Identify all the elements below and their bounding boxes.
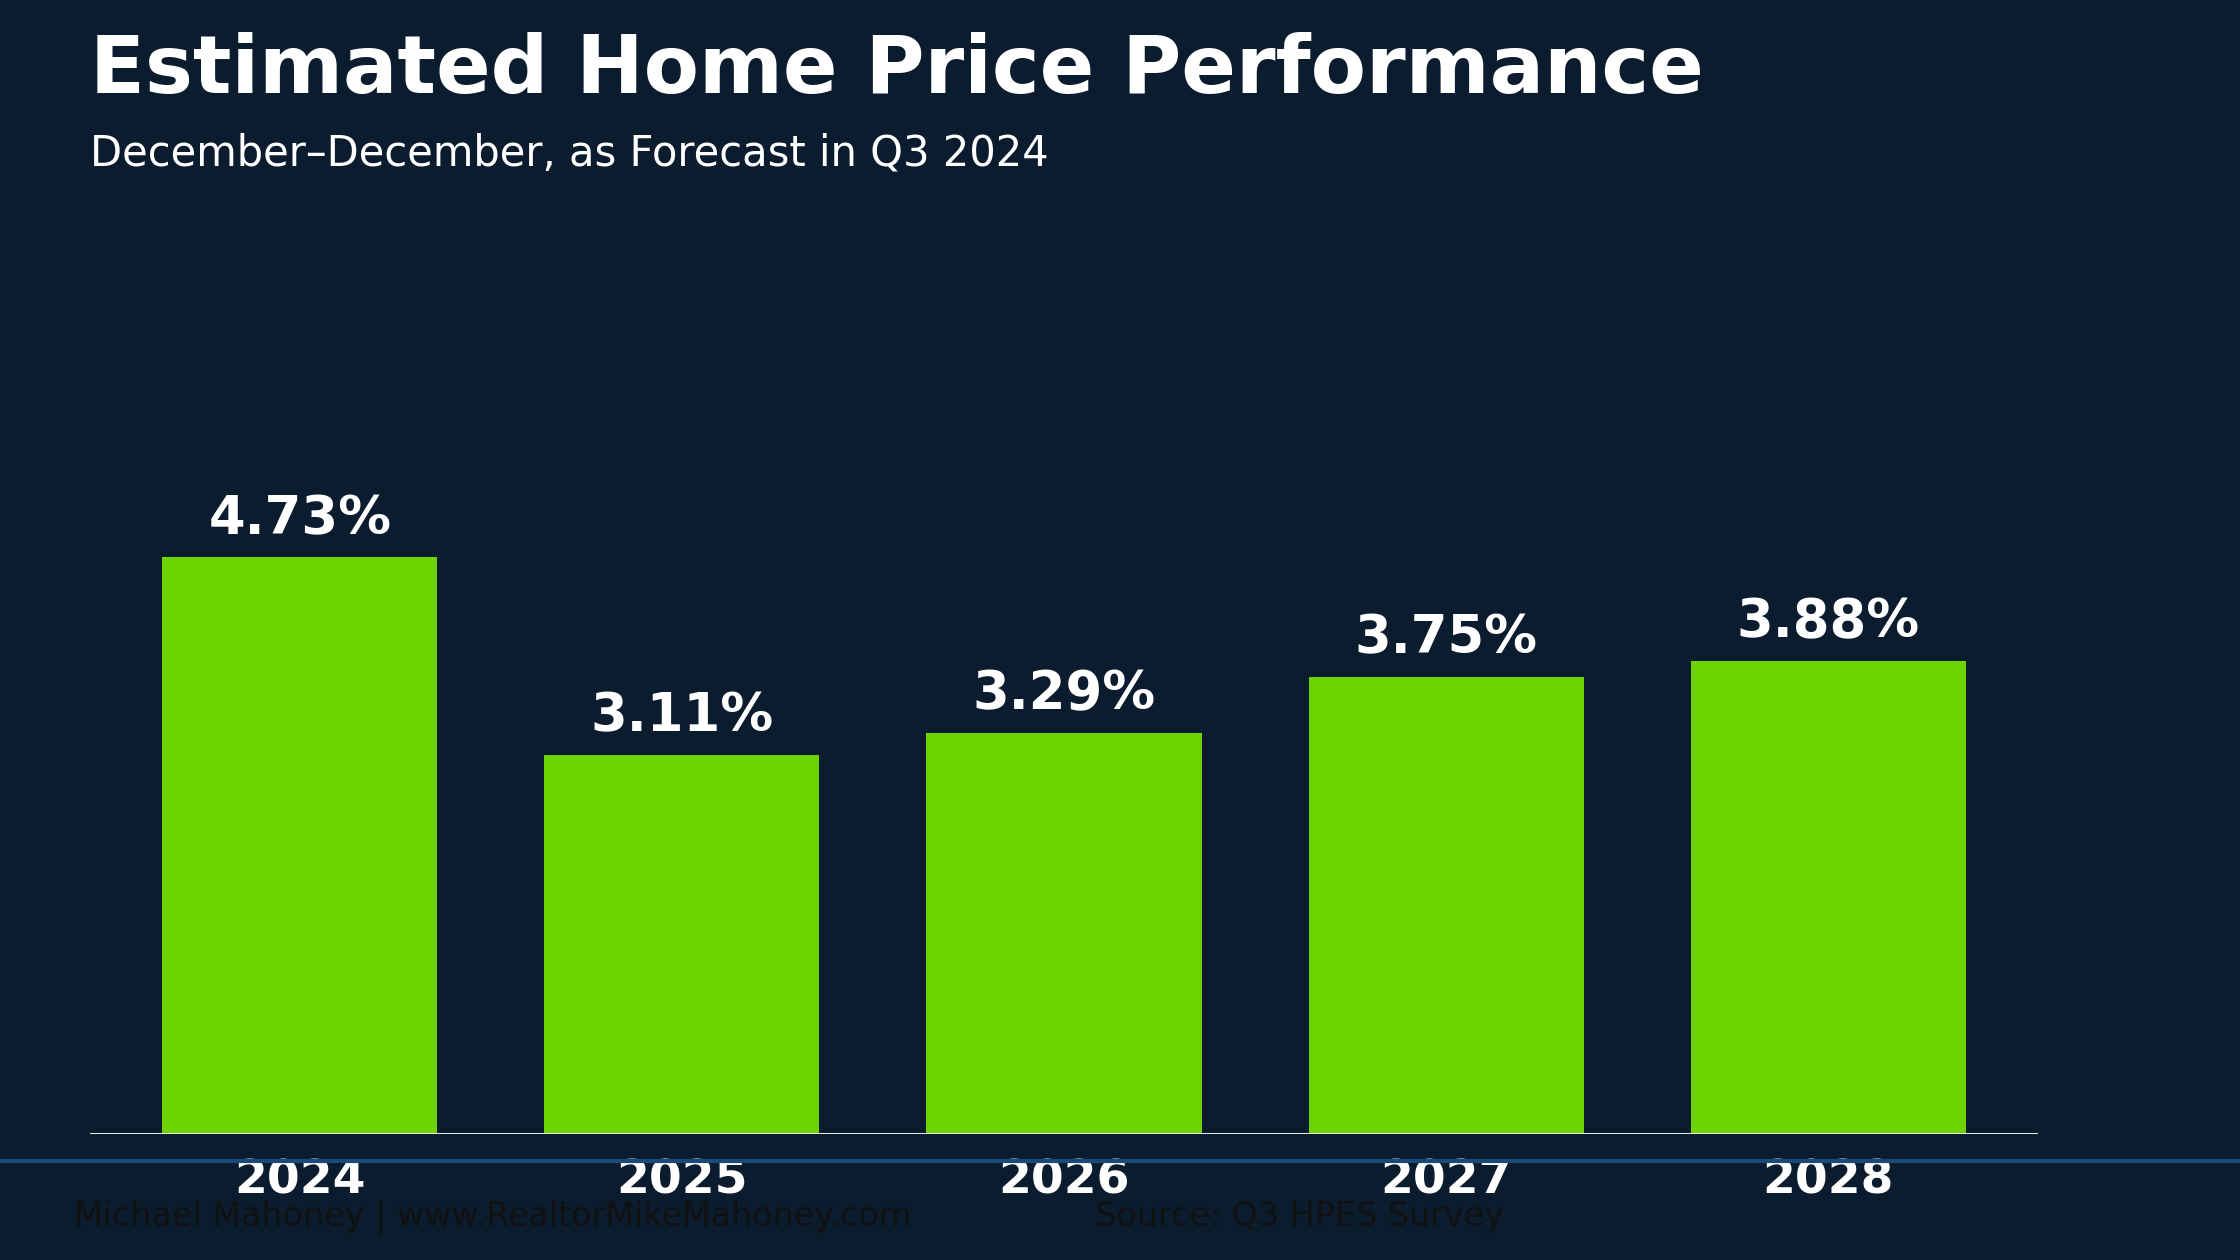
Text: Source: Q3 HPES Survey: Source: Q3 HPES Survey [1095, 1200, 1503, 1234]
Text: Michael Mahoney | www.RealtorMikeMahoney.com: Michael Mahoney | www.RealtorMikeMahoney… [74, 1200, 912, 1234]
Bar [1308, 677, 1584, 1134]
Text: 3.11%: 3.11% [591, 690, 773, 742]
Bar [1691, 662, 1967, 1134]
Text: 3.75%: 3.75% [1355, 612, 1537, 664]
Text: 3.88%: 3.88% [1736, 597, 1920, 649]
Bar [161, 557, 437, 1134]
Text: 4.73%: 4.73% [208, 493, 392, 546]
Text: December–December, as Forecast in Q3 2024: December–December, as Forecast in Q3 202… [90, 132, 1048, 174]
Text: 3.29%: 3.29% [972, 669, 1156, 721]
Bar [544, 755, 820, 1134]
Text: Estimated Home Price Performance: Estimated Home Price Performance [90, 32, 1702, 110]
Bar [927, 733, 1201, 1134]
